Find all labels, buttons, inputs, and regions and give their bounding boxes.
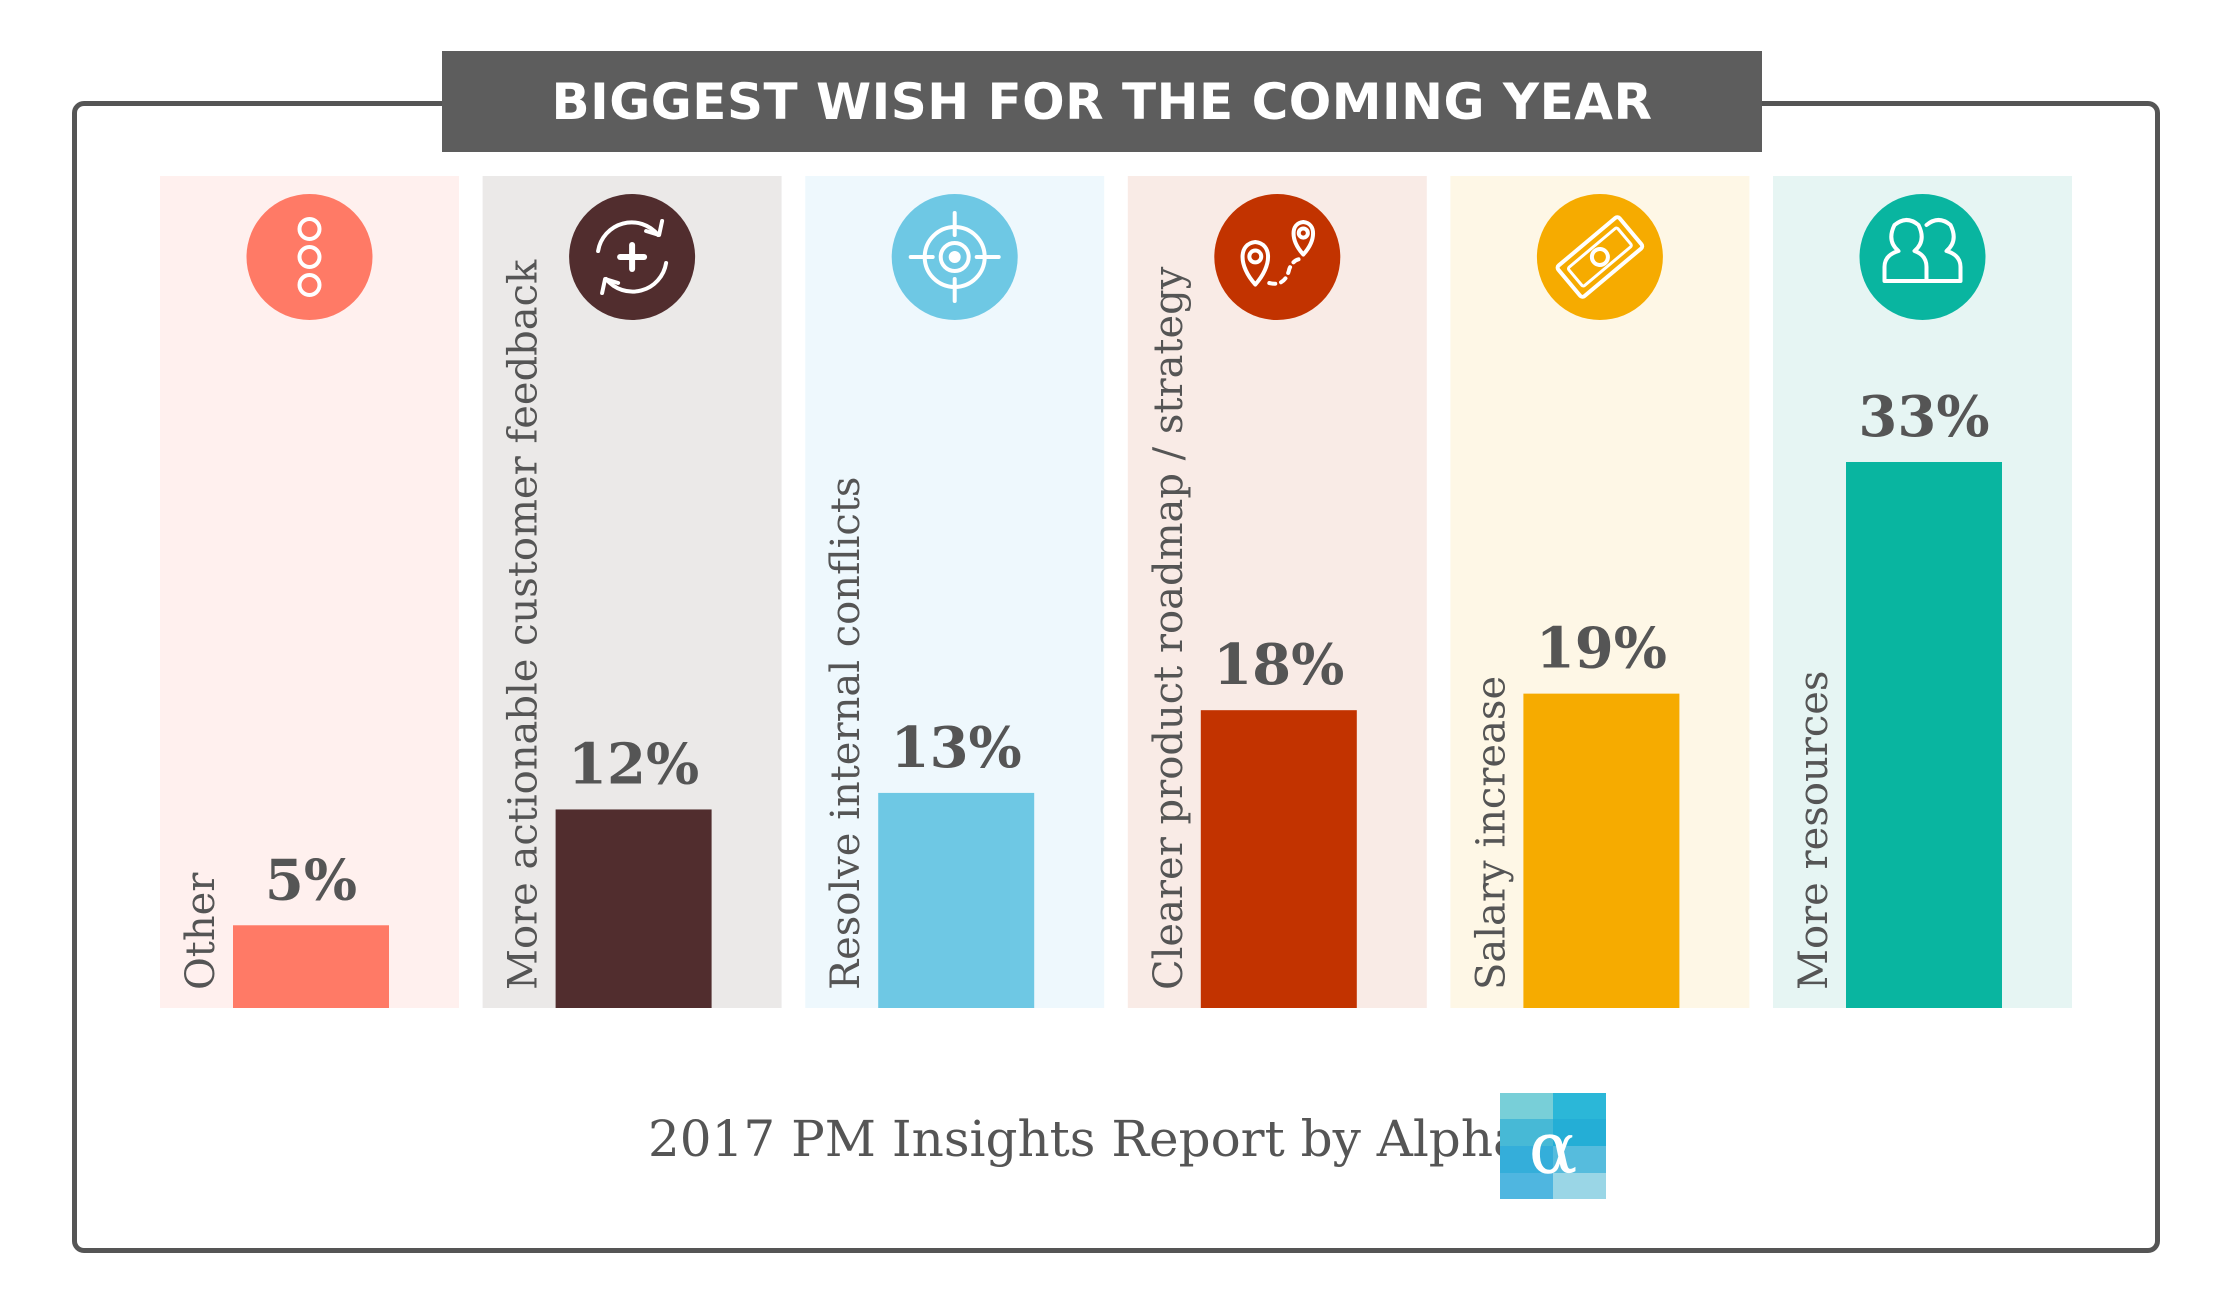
people-icon (1859, 194, 1986, 320)
bar (1200, 710, 1357, 1008)
category-label: More resources (1791, 671, 1837, 990)
category-label: Salary increase (1468, 676, 1514, 990)
bar (1846, 462, 2002, 1008)
bar (555, 809, 712, 1008)
value-label: 12% (568, 731, 699, 797)
value-label: 33% (1858, 384, 1989, 450)
three-dots-icon (246, 194, 373, 320)
alpha-logo: α (1500, 1093, 1606, 1199)
money-bill-icon (1536, 194, 1663, 320)
title-banner: BIGGEST WISH FOR THE COMING YEAR (442, 51, 1762, 152)
chart-title: BIGGEST WISH FOR THE COMING YEAR (551, 72, 1653, 131)
route-pins-icon (1214, 194, 1341, 320)
value-label: 18% (1213, 632, 1344, 698)
footer: 2017 PM Insights Report by Alpha α (0, 1088, 2236, 1208)
category-label: Other (178, 872, 224, 990)
category-label: More actionable customer feedback (501, 259, 547, 990)
refresh-plus-icon (569, 194, 696, 320)
alpha-logo-letter: α (1529, 1106, 1578, 1190)
bar (878, 792, 1035, 1008)
value-label: 13% (891, 715, 1022, 781)
value-label: 19% (1536, 616, 1667, 682)
category-label: Resolve internal conflicts (823, 477, 869, 990)
value-label: 5% (265, 847, 357, 913)
category-label: Clearer product roadmap / strategy (1146, 266, 1192, 990)
bar (1523, 693, 1680, 1008)
footer-credit: 2017 PM Insights Report by Alpha (648, 1110, 1523, 1168)
bar (233, 925, 389, 1008)
target-icon (891, 194, 1018, 320)
